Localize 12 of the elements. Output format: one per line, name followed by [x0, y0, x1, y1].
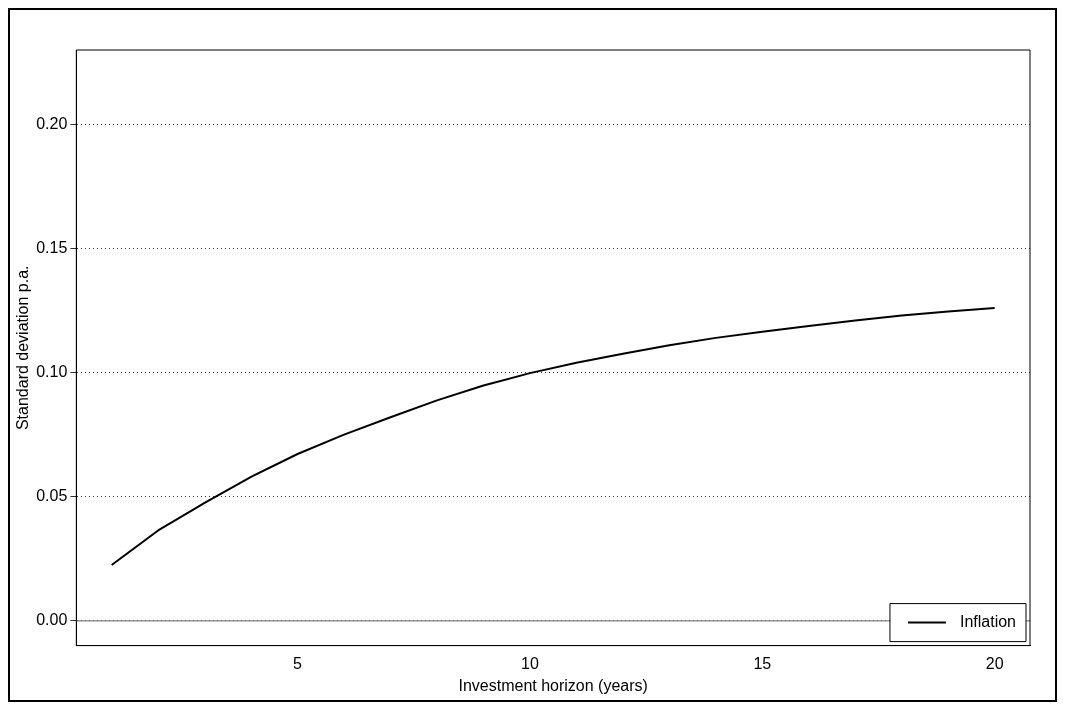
x-tick-label: 10: [521, 654, 539, 672]
y-tick-label: 0.00: [36, 611, 68, 629]
x-tick-label: 20: [985, 654, 1004, 672]
x-tick-label: 5: [293, 654, 303, 672]
y-tick-label: 0.10: [36, 363, 68, 381]
y-axis-title: Standard deviation p.a.: [14, 265, 32, 431]
y-tick-label: 0.20: [36, 114, 68, 132]
y-tick-label: 0.05: [36, 487, 68, 505]
y-tick-label: 0.15: [36, 238, 68, 256]
x-tick-label: 15: [753, 654, 772, 672]
legend-label: Inflation: [959, 613, 1017, 631]
x-axis-title: Investment horizon (years): [458, 676, 648, 694]
